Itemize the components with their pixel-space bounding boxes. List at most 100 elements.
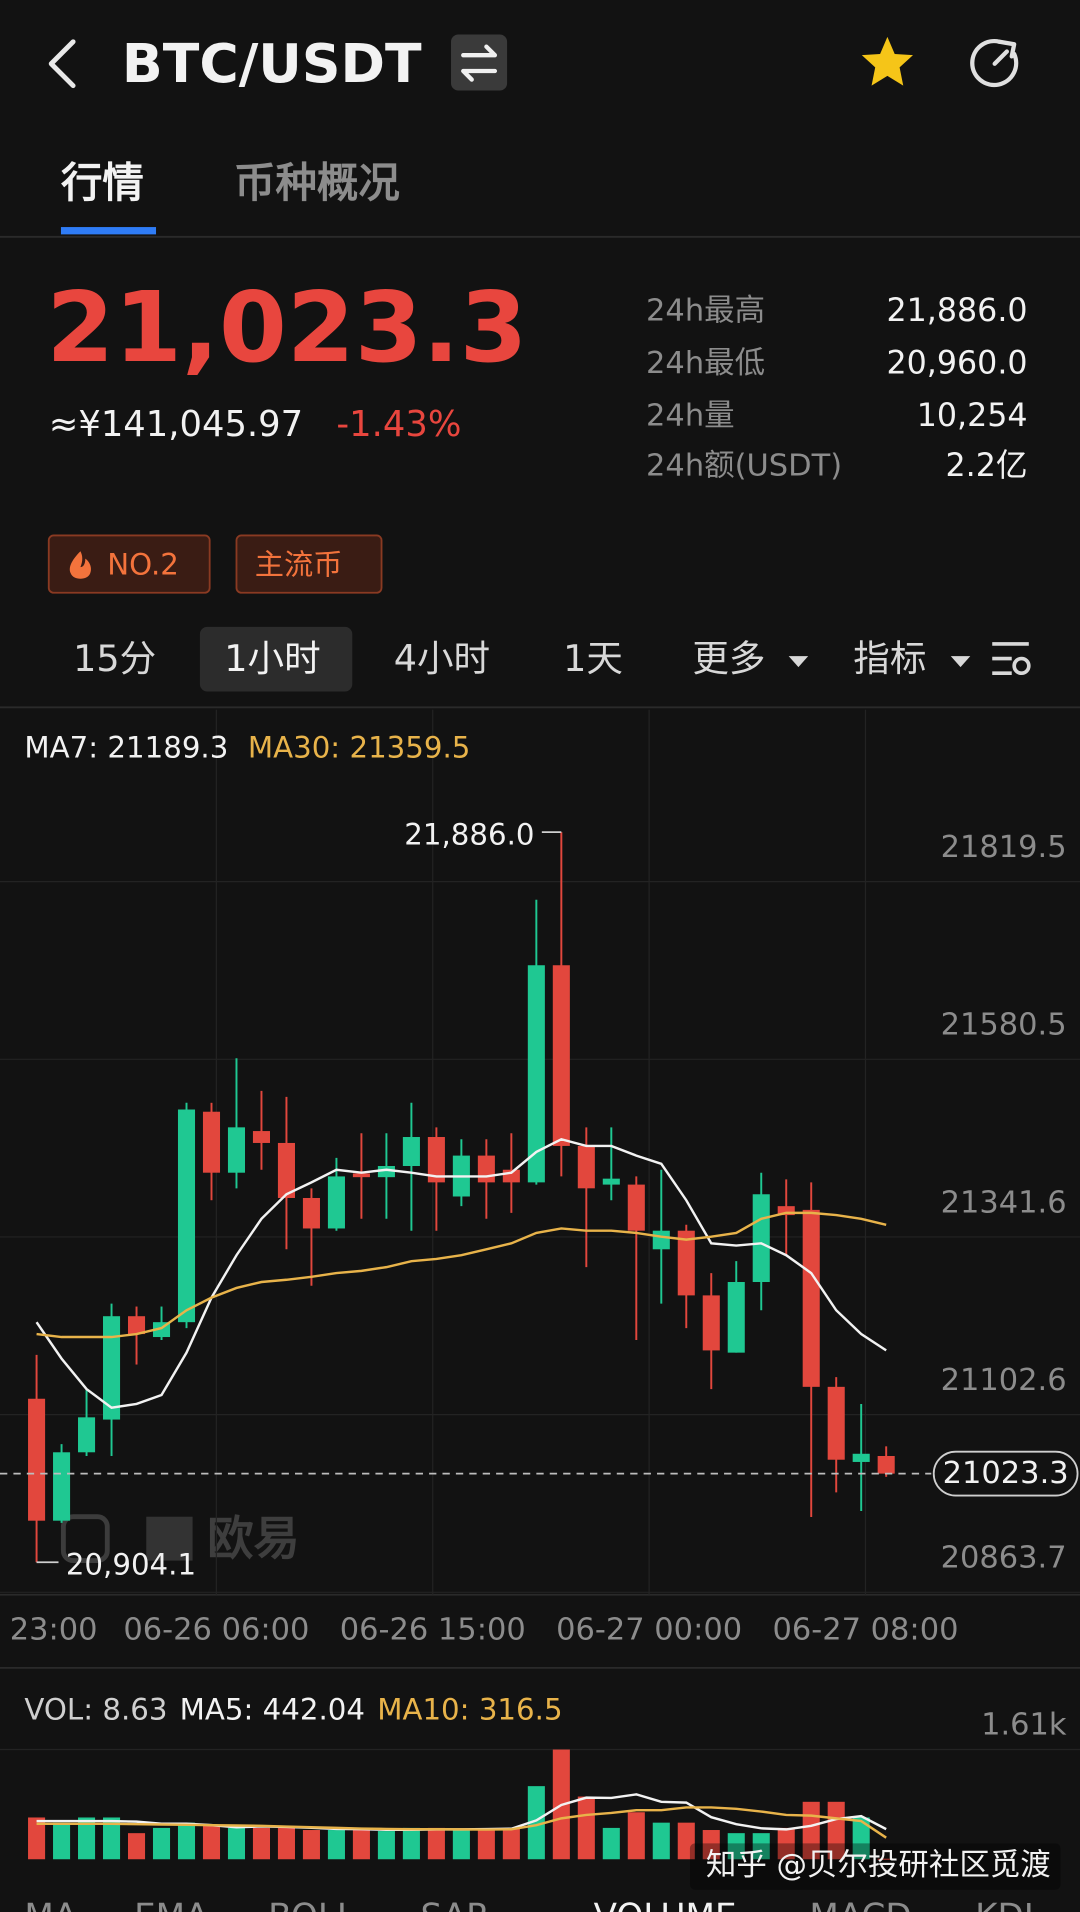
last-price-box bbox=[932, 1450, 1079, 1497]
candle-body bbox=[352, 1173, 370, 1178]
stat-label: 24h最高 bbox=[646, 294, 765, 329]
candle-body bbox=[377, 1166, 395, 1178]
watermark-mark bbox=[146, 1516, 193, 1561]
interval-more[interactable]: 更多 bbox=[692, 637, 765, 680]
indicator-tab[interactable]: BOLL bbox=[268, 1897, 356, 1912]
volume-ma-legend: MA10: 316.5 bbox=[377, 1692, 562, 1726]
interval[interactable]: 1天 bbox=[563, 637, 623, 680]
volume-bar bbox=[53, 1822, 71, 1860]
ma-line bbox=[36, 1211, 887, 1339]
candle-body bbox=[78, 1417, 96, 1453]
tab-underline bbox=[60, 227, 157, 235]
switch-pair-button[interactable] bbox=[451, 34, 508, 91]
volume-bar bbox=[777, 1827, 795, 1860]
volume-bar bbox=[702, 1830, 720, 1860]
stat-label: 24h最低 bbox=[646, 346, 765, 381]
candle-body bbox=[127, 1316, 146, 1335]
volume-bar bbox=[152, 1827, 171, 1860]
interval[interactable]: 4小时 bbox=[394, 637, 490, 680]
tab-active[interactable]: 行情 bbox=[61, 159, 144, 207]
volume-bar bbox=[427, 1827, 445, 1860]
candle-body bbox=[827, 1386, 845, 1460]
volume-bar bbox=[477, 1830, 495, 1860]
y-tick-label: 21819.5 bbox=[941, 830, 1067, 865]
chart-settings[interactable] bbox=[992, 642, 1031, 676]
candle-body bbox=[652, 1230, 670, 1250]
tag-bg bbox=[47, 534, 211, 594]
volume-bar bbox=[402, 1827, 420, 1860]
x-tick-label: 06-26 15:00 bbox=[340, 1613, 526, 1648]
stat-label: 24h额(USDT) bbox=[646, 448, 842, 483]
indicator-tabs: MA EMA BOLL SAR VOLUME MACD KDJ bbox=[24, 1897, 1034, 1912]
candle-body bbox=[53, 1452, 71, 1521]
stat-value: 2.2亿 bbox=[945, 448, 1027, 484]
indicator-bar bbox=[0, 1883, 1080, 1912]
volume-bar bbox=[827, 1801, 845, 1860]
volume-bar bbox=[752, 1833, 770, 1860]
indicator-tab[interactable]: VOLUME bbox=[594, 1897, 737, 1912]
volume-bar bbox=[602, 1827, 620, 1860]
y-tick-label: 21102.6 bbox=[941, 1363, 1067, 1398]
settings-gear bbox=[1012, 656, 1031, 676]
low-label: 20,904.1 bbox=[66, 1548, 196, 1582]
refresh-arc bbox=[970, 39, 1019, 88]
volume-bar bbox=[502, 1827, 520, 1860]
candle-body bbox=[877, 1456, 895, 1474]
candle-body bbox=[627, 1184, 645, 1231]
candle-body bbox=[277, 1142, 295, 1198]
last-price-label: 21023.3 bbox=[943, 1456, 1069, 1491]
stat-value: 20,960.0 bbox=[886, 346, 1027, 382]
candle-body bbox=[602, 1178, 620, 1185]
category-tag[interactable]: 主流币 bbox=[235, 534, 383, 594]
volume-bar bbox=[677, 1822, 695, 1860]
indicator-tab[interactable]: MA bbox=[24, 1897, 77, 1912]
volume-bar bbox=[277, 1827, 295, 1860]
candle-body bbox=[577, 1145, 595, 1189]
candle-body bbox=[477, 1155, 495, 1183]
switch-bg bbox=[451, 34, 508, 91]
pair-title: BTC/USDT bbox=[122, 32, 422, 95]
refresh-button[interactable] bbox=[970, 39, 1019, 88]
candle-body bbox=[402, 1137, 420, 1167]
indicator-tab[interactable]: SAR bbox=[421, 1897, 490, 1912]
price-cny: ≈¥141,045.97 bbox=[49, 404, 303, 445]
credit-watermark: 知乎 @贝尔投研社区觅渡 bbox=[706, 1848, 1051, 1883]
candle-body bbox=[752, 1194, 770, 1283]
refresh-arrow bbox=[997, 39, 1017, 59]
candle-body bbox=[677, 1230, 695, 1296]
candle-body bbox=[202, 1111, 221, 1173]
favorite-star[interactable] bbox=[861, 36, 914, 86]
candle-body bbox=[327, 1176, 345, 1229]
rank-tag[interactable]: NO.2 bbox=[47, 534, 211, 594]
volume-bar bbox=[627, 1812, 645, 1860]
indicator-tab[interactable]: MACD bbox=[809, 1897, 911, 1912]
back-button[interactable] bbox=[48, 39, 76, 89]
tag-text: 主流币 bbox=[255, 548, 343, 582]
candle-body bbox=[702, 1295, 720, 1351]
y-tick-label: 1.61k bbox=[981, 1708, 1067, 1743]
indicator-tab[interactable]: KDJ bbox=[975, 1897, 1034, 1912]
volume-bar bbox=[252, 1827, 270, 1860]
indicator-menu[interactable]: 指标 bbox=[853, 637, 926, 680]
candle-body bbox=[28, 1398, 46, 1521]
interval[interactable]: 15分 bbox=[73, 637, 156, 680]
candle-body bbox=[103, 1316, 121, 1420]
indicator-tab[interactable]: EMA bbox=[134, 1897, 209, 1912]
x-tick-label: 06-27 08:00 bbox=[772, 1613, 958, 1648]
candle-body bbox=[802, 1209, 820, 1387]
volume-ma-line bbox=[36, 1806, 887, 1839]
refresh-tick bbox=[992, 49, 1009, 66]
candlestick-chart: 23:00 06-26 06:00 06-26 15:00 06-27 00:00 06… bbox=[0, 709, 1080, 1648]
stat-value: 21,886.0 bbox=[886, 293, 1027, 329]
dropdown-arrow bbox=[950, 656, 971, 668]
candle-body bbox=[552, 965, 570, 1146]
volume-bar bbox=[852, 1817, 870, 1860]
volume-bar bbox=[227, 1827, 246, 1860]
stat-value: 10,254 bbox=[917, 398, 1028, 434]
watermark-brand: 欧易 bbox=[207, 1512, 300, 1566]
tab[interactable]: 币种概况 bbox=[234, 159, 400, 207]
interval-active[interactable]: 1小时 bbox=[224, 637, 320, 680]
candle-body bbox=[177, 1109, 196, 1323]
switch-icon bbox=[461, 44, 498, 82]
